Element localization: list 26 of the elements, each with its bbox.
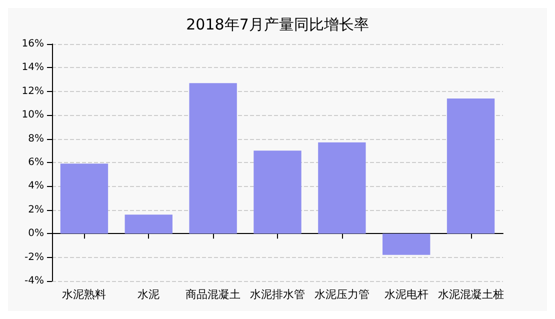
bar: [318, 142, 366, 234]
y-tick-label: 12%: [22, 86, 44, 97]
y-tick-label: 10%: [22, 110, 44, 121]
y-tick-label: 4%: [28, 180, 44, 192]
bar: [60, 164, 108, 234]
y-tick-label: 14%: [22, 62, 44, 74]
y-tick-label: 6%: [28, 157, 44, 168]
x-tick-label: 水泥压力管: [314, 288, 370, 301]
y-tick-label: 2%: [28, 204, 44, 216]
y-tick-label: -2%: [24, 252, 44, 263]
bar: [382, 234, 430, 255]
y-tick-label: -4%: [24, 276, 44, 286]
bar: [124, 214, 172, 234]
x-tick-label: 商品混凝土: [186, 288, 241, 301]
x-tick-label: 水泥混凝土桩: [438, 288, 504, 301]
bar: [446, 98, 495, 234]
x-tick-label: 水泥电杆: [384, 288, 428, 301]
x-tick-label: 水泥排水管: [250, 288, 305, 301]
x-tick-label: 水泥: [138, 288, 160, 301]
bar: [189, 83, 237, 234]
x-tick-label: 水泥熟料: [62, 288, 106, 301]
y-tick-label: 16%: [22, 38, 44, 50]
y-tick-label: 8%: [28, 133, 44, 144]
chart-title: 2018年7月产量同比增长率: [186, 16, 369, 34]
y-tick-label: 0%: [28, 228, 44, 240]
bar: [254, 150, 302, 234]
